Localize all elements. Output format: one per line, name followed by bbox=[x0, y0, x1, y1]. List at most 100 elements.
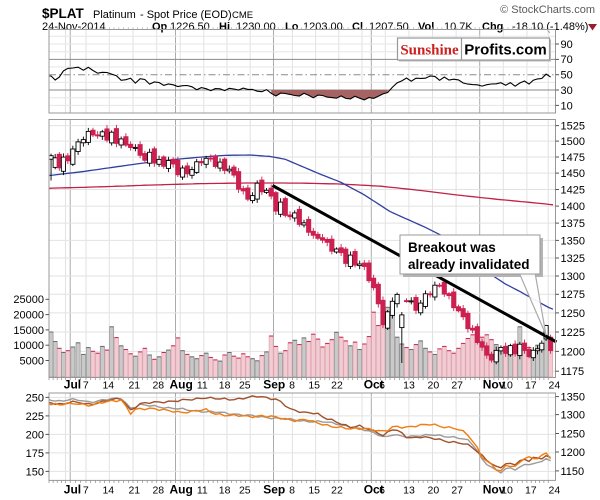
svg-text:15: 15 bbox=[308, 484, 320, 496]
svg-text:Vol: Vol bbox=[418, 21, 434, 33]
svg-text:27: 27 bbox=[451, 380, 463, 392]
svg-text:Oct: Oct bbox=[364, 482, 384, 496]
svg-text:24: 24 bbox=[549, 380, 561, 392]
svg-text:1175: 1175 bbox=[561, 366, 585, 378]
svg-text:Profits.com: Profits.com bbox=[464, 42, 547, 59]
svg-text:28: 28 bbox=[152, 380, 164, 392]
svg-text:1350: 1350 bbox=[561, 235, 585, 247]
svg-text:8: 8 bbox=[289, 380, 295, 392]
svg-text:1525: 1525 bbox=[561, 121, 585, 133]
svg-text:13: 13 bbox=[403, 484, 415, 496]
svg-text:18: 18 bbox=[219, 484, 231, 496]
svg-text:1275: 1275 bbox=[561, 289, 585, 301]
svg-text:7: 7 bbox=[83, 380, 89, 392]
svg-text:CME: CME bbox=[232, 10, 253, 21]
svg-text:1150: 1150 bbox=[561, 466, 585, 478]
svg-text:1300: 1300 bbox=[561, 271, 585, 283]
svg-text:6: 6 bbox=[379, 484, 385, 496]
svg-text:6: 6 bbox=[379, 380, 385, 392]
svg-text:1300: 1300 bbox=[561, 410, 585, 422]
svg-text:70: 70 bbox=[561, 54, 573, 66]
svg-text:1475: 1475 bbox=[561, 152, 585, 164]
svg-text:150: 150 bbox=[26, 466, 44, 478]
svg-text:28: 28 bbox=[152, 484, 164, 496]
svg-text:24-Nov-2014: 24-Nov-2014 bbox=[42, 21, 106, 33]
svg-text:1450: 1450 bbox=[561, 168, 585, 180]
svg-text:25: 25 bbox=[239, 380, 251, 392]
svg-text:1200: 1200 bbox=[561, 346, 585, 358]
svg-text:13: 13 bbox=[403, 380, 415, 392]
svg-text:10000: 10000 bbox=[13, 340, 44, 352]
svg-text:21: 21 bbox=[128, 380, 140, 392]
svg-text:Aug: Aug bbox=[170, 378, 193, 392]
svg-text:14: 14 bbox=[102, 380, 114, 392]
svg-text:$PLAT: $PLAT bbox=[42, 6, 85, 21]
svg-text:Hi: Hi bbox=[219, 21, 230, 33]
svg-text:- Spot Price (EOD): - Spot Price (EOD) bbox=[140, 9, 232, 21]
svg-text:already invalidated: already invalidated bbox=[408, 257, 530, 272]
svg-text:Aug: Aug bbox=[170, 482, 193, 496]
svg-text:24: 24 bbox=[549, 484, 561, 496]
svg-text:Sep: Sep bbox=[263, 378, 285, 392]
svg-text:22: 22 bbox=[331, 484, 343, 496]
svg-text:90: 90 bbox=[561, 39, 573, 51]
svg-text:20: 20 bbox=[428, 484, 440, 496]
svg-text:Chg: Chg bbox=[482, 21, 503, 33]
svg-text:10.7K: 10.7K bbox=[444, 21, 473, 33]
svg-text:Jul: Jul bbox=[64, 378, 81, 392]
svg-text:200: 200 bbox=[26, 429, 44, 441]
svg-text:1375: 1375 bbox=[561, 218, 585, 230]
svg-text:20: 20 bbox=[428, 380, 440, 392]
svg-text:15: 15 bbox=[308, 380, 320, 392]
svg-text:1203.00: 1203.00 bbox=[303, 21, 343, 33]
svg-text:Sunshine: Sunshine bbox=[400, 43, 459, 59]
svg-text:© StockCharts.com: © StockCharts.com bbox=[500, 4, 595, 16]
svg-text:Lo: Lo bbox=[285, 21, 299, 33]
svg-text:Nov: Nov bbox=[483, 378, 506, 392]
svg-text:Nov: Nov bbox=[483, 482, 506, 496]
svg-text:1350: 1350 bbox=[561, 392, 585, 404]
svg-text:25: 25 bbox=[239, 484, 251, 496]
svg-text:250: 250 bbox=[26, 392, 44, 404]
svg-text:25000: 25000 bbox=[13, 294, 44, 306]
svg-text:8: 8 bbox=[289, 484, 295, 496]
svg-text:Cl: Cl bbox=[352, 21, 363, 33]
svg-text:11: 11 bbox=[197, 380, 208, 392]
svg-text:1225: 1225 bbox=[561, 327, 585, 339]
svg-text:21: 21 bbox=[128, 484, 140, 496]
svg-text:14: 14 bbox=[102, 484, 114, 496]
svg-text:1200: 1200 bbox=[561, 447, 585, 459]
svg-text:22: 22 bbox=[331, 380, 343, 392]
svg-text:18: 18 bbox=[219, 380, 231, 392]
svg-text:15000: 15000 bbox=[13, 325, 44, 337]
svg-text:1250: 1250 bbox=[561, 308, 585, 320]
svg-text:10: 10 bbox=[501, 484, 513, 496]
svg-text:17: 17 bbox=[525, 380, 537, 392]
svg-text:20000: 20000 bbox=[13, 310, 44, 322]
svg-text:225: 225 bbox=[26, 411, 44, 423]
svg-text:1230.00: 1230.00 bbox=[236, 21, 276, 33]
svg-text:Op: Op bbox=[152, 21, 168, 33]
svg-text:10: 10 bbox=[501, 380, 513, 392]
svg-text:17: 17 bbox=[525, 484, 537, 496]
svg-text:7: 7 bbox=[83, 484, 89, 496]
svg-text:-18.10 (-1.48%): -18.10 (-1.48%) bbox=[512, 21, 588, 33]
svg-text:Sep: Sep bbox=[263, 482, 285, 496]
svg-text:27: 27 bbox=[451, 484, 463, 496]
svg-text:1500: 1500 bbox=[561, 136, 585, 148]
svg-text:Jul: Jul bbox=[64, 482, 81, 496]
svg-text:1400: 1400 bbox=[561, 201, 585, 213]
svg-text:Oct: Oct bbox=[364, 378, 384, 392]
svg-text:1325: 1325 bbox=[561, 253, 585, 265]
svg-text:5000: 5000 bbox=[20, 355, 44, 367]
svg-text:50: 50 bbox=[561, 70, 573, 82]
svg-text:1250: 1250 bbox=[561, 428, 585, 440]
svg-text:1207.50: 1207.50 bbox=[369, 21, 409, 33]
svg-text:11: 11 bbox=[197, 484, 208, 496]
svg-text:175: 175 bbox=[26, 448, 44, 460]
svg-text:1425: 1425 bbox=[561, 184, 585, 196]
svg-text:30: 30 bbox=[561, 85, 573, 97]
svg-text:Platinum: Platinum bbox=[93, 9, 136, 21]
svg-text:10: 10 bbox=[561, 100, 573, 112]
svg-text:Breakout was: Breakout was bbox=[408, 240, 496, 255]
